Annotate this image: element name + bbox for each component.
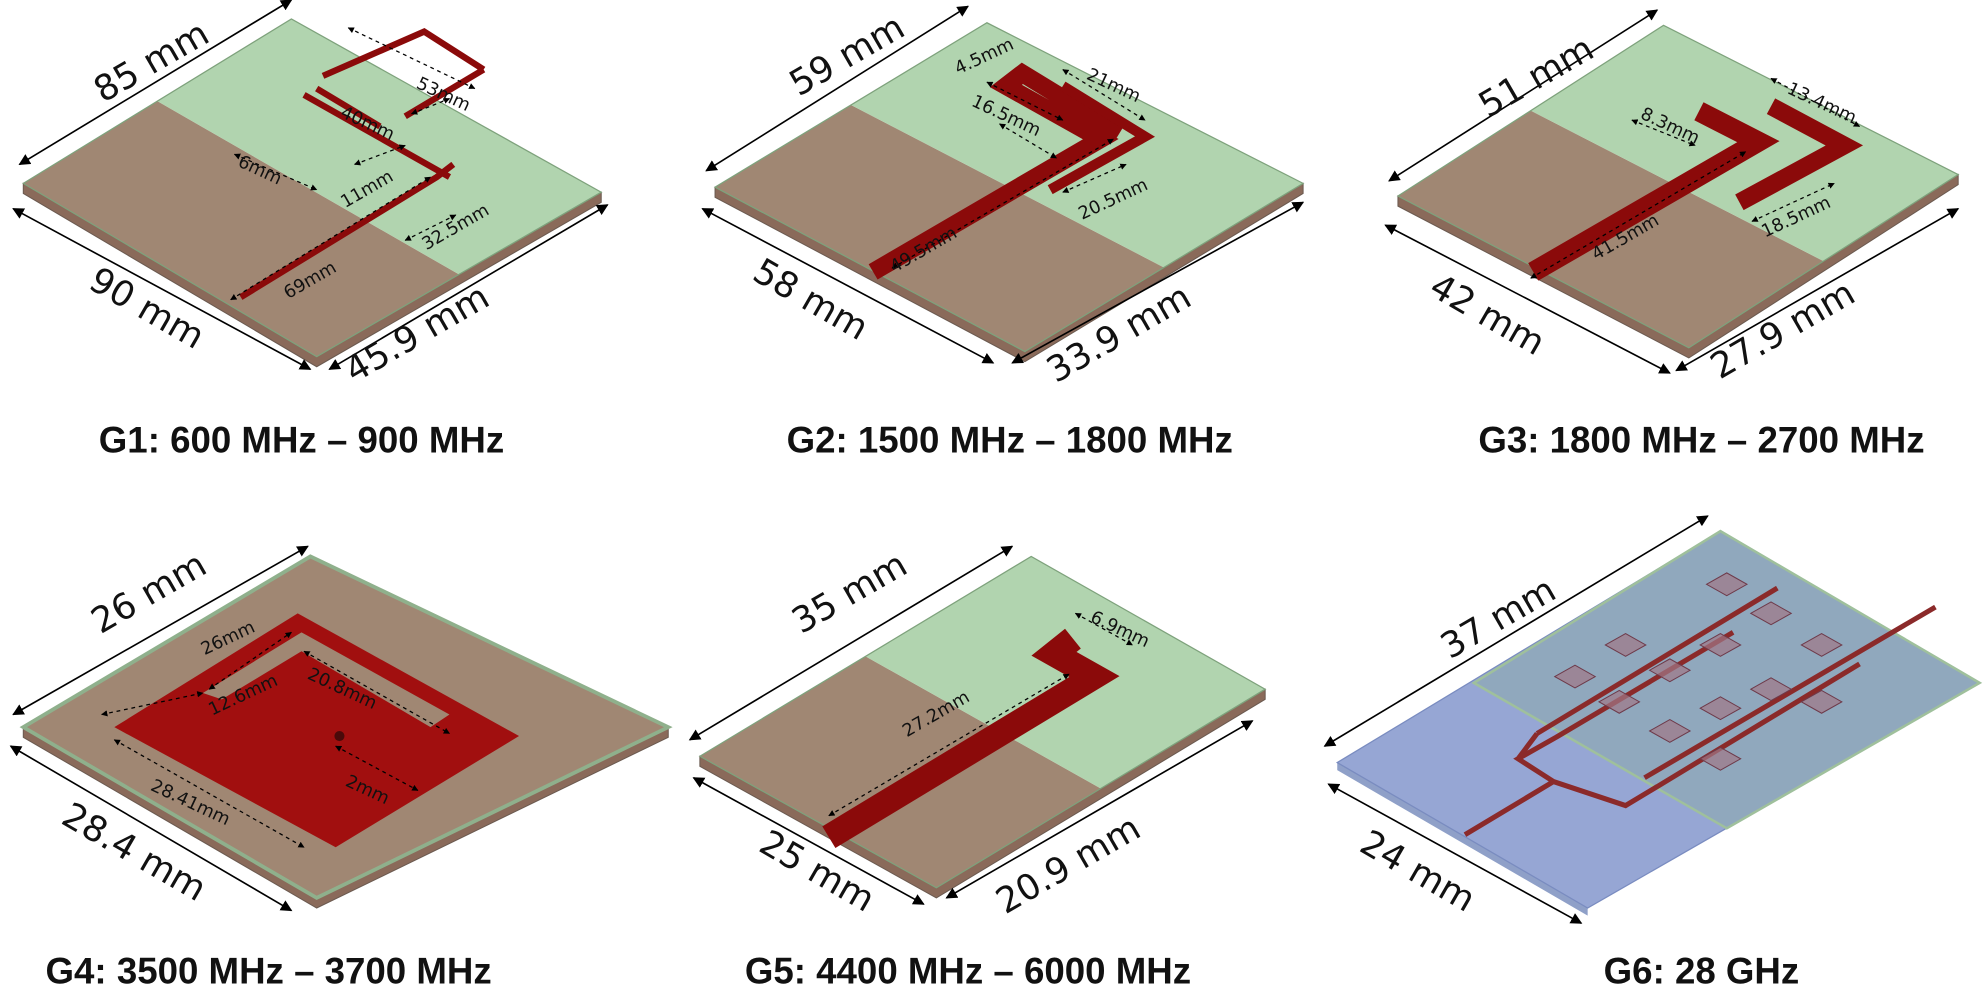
caption: G5: 4400 MHz – 6000 MHz	[745, 950, 1191, 991]
dimension-arrow	[1388, 9, 1659, 182]
dimension-arrow	[986, 81, 1064, 121]
dimension-arrow	[113, 739, 305, 848]
dimension-arrow	[692, 777, 925, 905]
caption: G1: 600 MHz – 900 MHz	[99, 419, 504, 460]
dimension-label: 35 mm	[785, 544, 914, 642]
dimension-arrow	[347, 27, 476, 90]
dimension-arrow	[230, 176, 432, 301]
dimension-arrow	[12, 207, 312, 370]
dimension-arrow	[410, 97, 451, 115]
dimension-arrow	[705, 5, 969, 172]
feed-point	[334, 730, 345, 742]
dimension-arrow	[1770, 77, 1861, 128]
patch	[1699, 746, 1742, 771]
dimension-arrow	[18, 0, 293, 166]
dimension-arrow	[999, 123, 1058, 159]
patch	[1800, 632, 1843, 657]
boards	[9, 0, 1983, 924]
dimension-arrow	[1327, 783, 1583, 924]
caption: G3: 1800 MHz – 2700 MHz	[1478, 419, 1924, 460]
dimension-arrow	[335, 745, 419, 791]
patch	[1800, 689, 1843, 714]
dimension-arrow	[1062, 69, 1146, 121]
dimension-arrow	[1384, 224, 1671, 374]
dimension-arrow	[945, 720, 1254, 899]
dimension-arrow	[891, 138, 1114, 269]
caption: G2: 1500 MHz – 1800 MHz	[787, 419, 1233, 460]
caption: G6: 28 GHz	[1604, 950, 1800, 991]
dimension-arrow	[12, 545, 309, 716]
dimension-arrow	[701, 207, 995, 364]
dimension-arrow	[1675, 207, 1960, 372]
patch	[1749, 601, 1793, 626]
dimension-arrow	[1074, 612, 1133, 646]
dimension-arrow	[1323, 515, 1709, 747]
dimension-arrow	[1631, 119, 1696, 147]
antenna-trace	[239, 28, 486, 300]
dimension-label: 42 mm	[1423, 266, 1552, 364]
patch	[1749, 677, 1793, 702]
dimension-arrow	[1011, 201, 1305, 364]
patch	[1699, 632, 1742, 657]
dimension-arrow	[303, 650, 451, 735]
patch	[1705, 572, 1749, 597]
dimension-arrow	[328, 204, 609, 370]
patch	[1699, 696, 1742, 721]
dimension-arrow	[404, 214, 457, 241]
dimension-arrow	[828, 673, 1070, 817]
caption: G4: 3500 MHz – 3700 MHz	[46, 950, 492, 991]
dimension-arrow	[101, 691, 204, 717]
dimension-arrow	[208, 631, 292, 690]
dimension-arrow	[688, 545, 1014, 741]
dimension-arrow	[1530, 151, 1747, 279]
dimension-arrow	[354, 144, 406, 166]
